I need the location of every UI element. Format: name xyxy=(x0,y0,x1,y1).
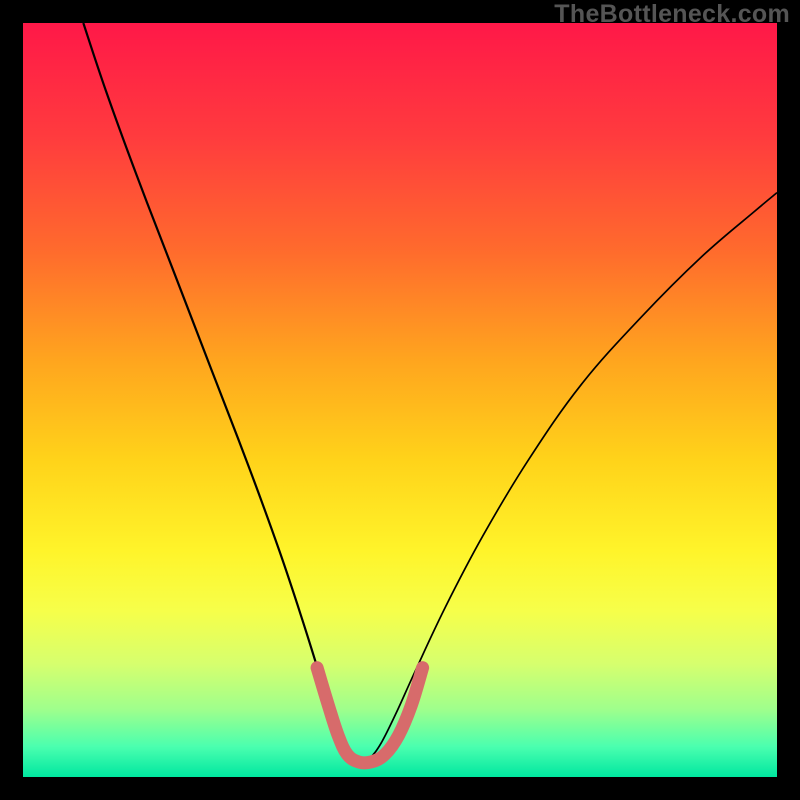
chart-frame: TheBottleneck.com xyxy=(0,0,800,800)
plot-area xyxy=(23,23,777,777)
watermark: TheBottleneck.com xyxy=(554,0,790,29)
